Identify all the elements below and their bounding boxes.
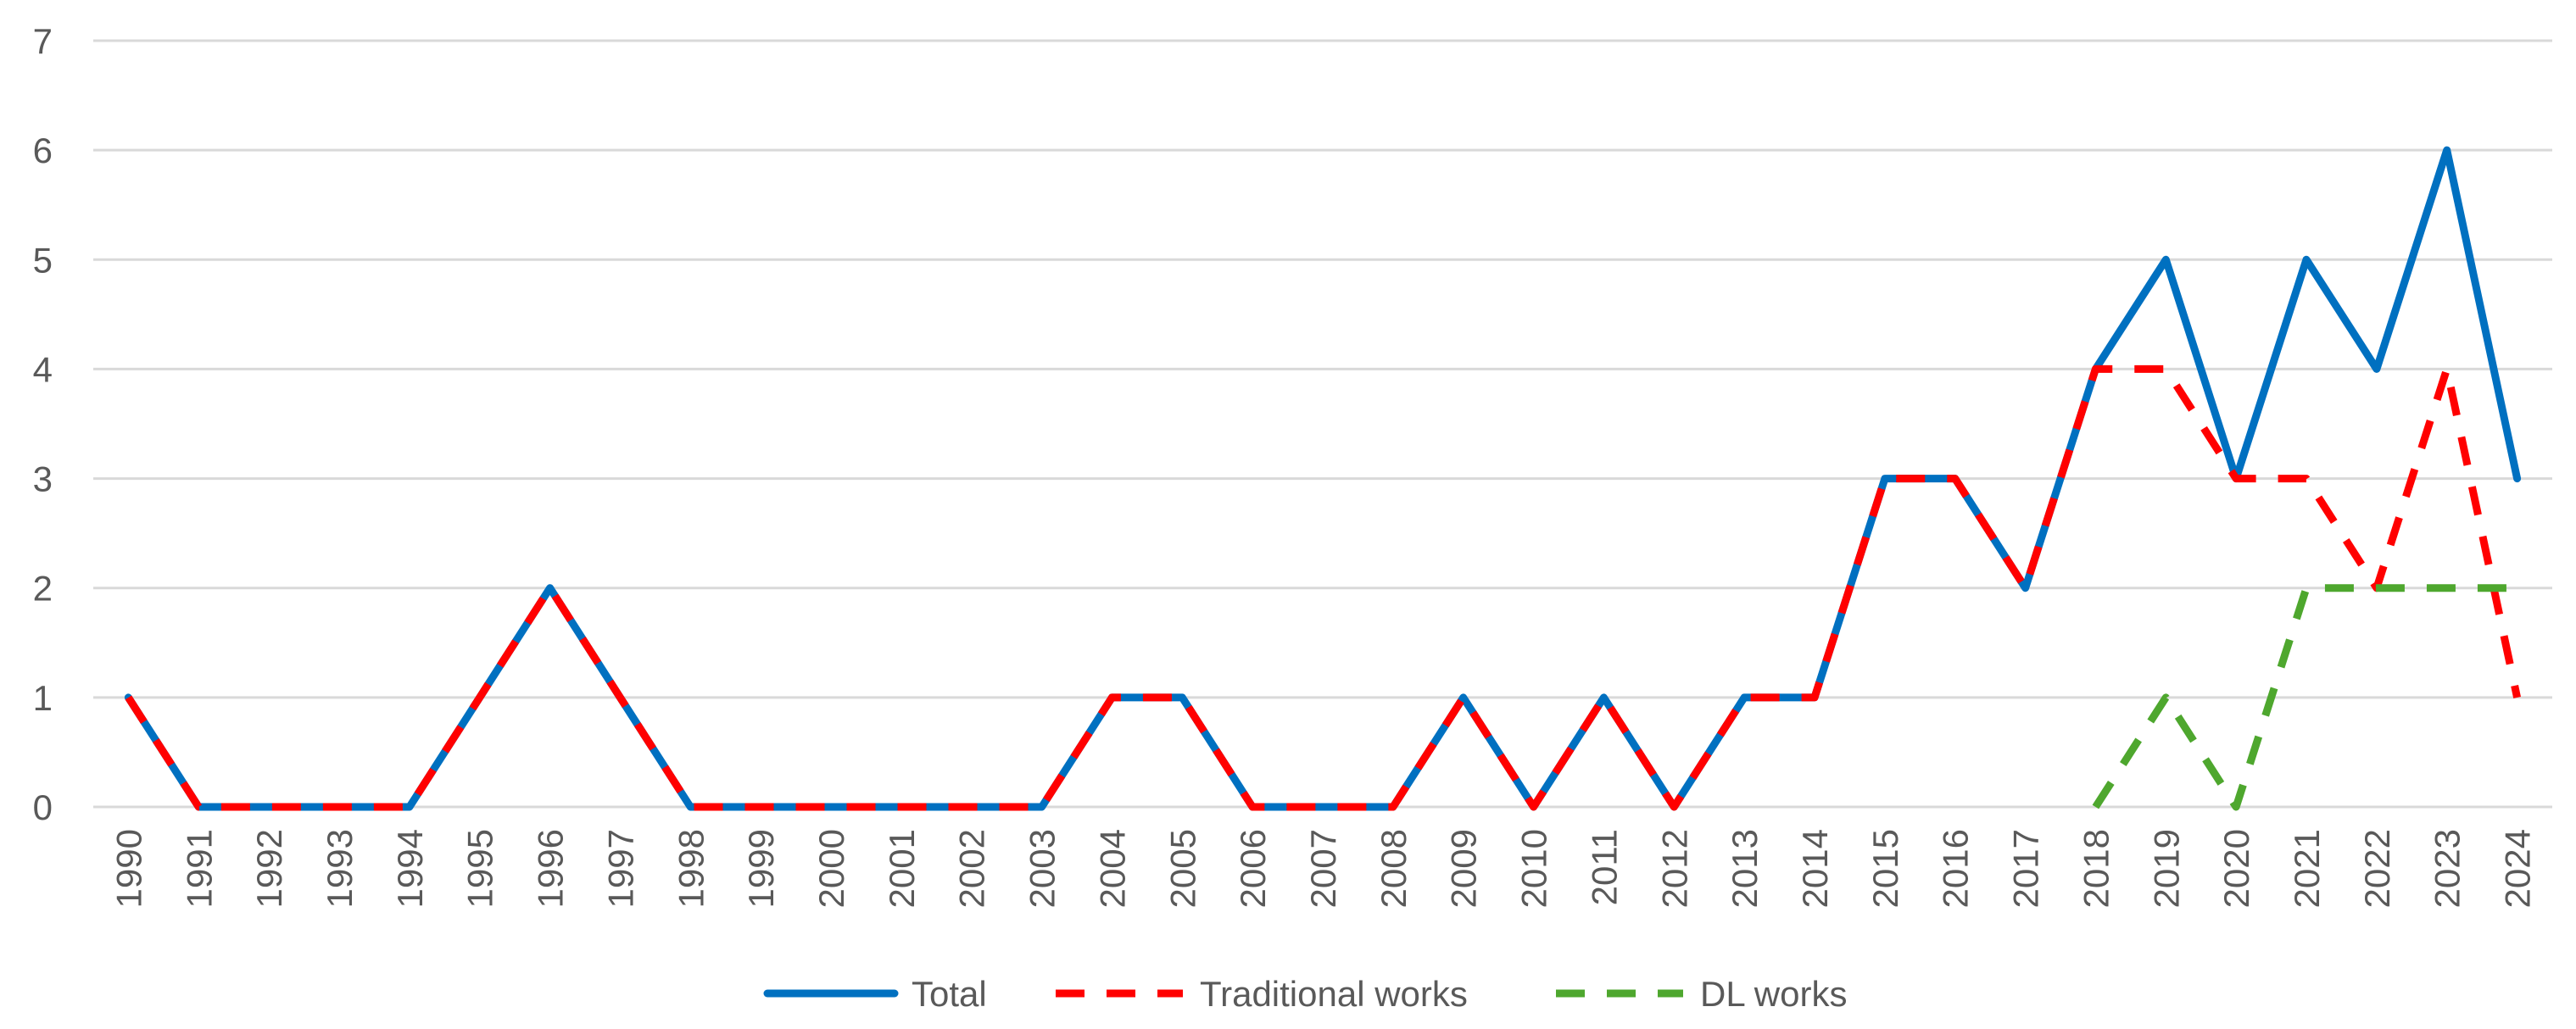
x-tick-label: 2017 <box>2006 829 2046 908</box>
series-line-2 <box>2092 584 2517 811</box>
x-axis-tick-labels: 1990 1991 1992 1993 1994 1995 1996 1997 1998 1999… <box>109 829 2537 908</box>
y-tick-label: 6 <box>33 131 53 170</box>
series-line-0 <box>124 146 2522 811</box>
legend: Total Traditional works DL works <box>763 974 1847 1014</box>
x-tick-label: 2024 <box>2498 829 2538 908</box>
legend-label-0: Total <box>912 974 987 1014</box>
x-tick-label: 2012 <box>1654 829 1694 908</box>
y-tick-label: 7 <box>33 21 53 61</box>
x-tick-label: 1993 <box>320 829 360 908</box>
y-tick-label: 4 <box>33 349 53 389</box>
x-tick-label: 2013 <box>1725 829 1765 908</box>
x-tick-label: 2008 <box>1374 829 1413 908</box>
x-tick-label: 2015 <box>1865 829 1905 908</box>
x-tick-label: 2006 <box>1233 829 1273 908</box>
gridlines <box>93 39 2552 809</box>
x-tick-label: 1999 <box>741 829 781 908</box>
y-axis-tick-labels: 0 1 2 3 4 5 6 7 <box>33 21 53 827</box>
x-tick-label: 1997 <box>600 829 640 908</box>
x-tick-label: 1990 <box>109 829 148 908</box>
x-tick-label: 1995 <box>460 829 500 908</box>
y-tick-label: 1 <box>33 678 53 718</box>
x-tick-label: 1992 <box>249 829 289 908</box>
x-tick-label: 2023 <box>2428 829 2467 908</box>
x-tick-label: 2019 <box>2146 829 2186 908</box>
x-tick-label: 1996 <box>531 829 571 908</box>
x-tick-label: 2010 <box>1514 829 1554 908</box>
x-tick-label: 2007 <box>1303 829 1343 908</box>
x-tick-label: 2005 <box>1163 829 1202 908</box>
x-tick-label: 2014 <box>1795 829 1835 908</box>
x-tick-label: 2018 <box>2076 829 2116 908</box>
y-tick-label: 2 <box>33 569 53 609</box>
x-tick-label: 2001 <box>882 829 922 908</box>
x-tick-label: 1991 <box>179 829 219 908</box>
x-tick-label: 1994 <box>390 829 430 908</box>
series-lines <box>124 146 2522 811</box>
y-tick-label: 3 <box>33 459 53 499</box>
x-tick-label: 1998 <box>671 829 711 908</box>
legend-label-2: DL works <box>1700 974 1847 1014</box>
x-tick-label: 2020 <box>2216 829 2256 908</box>
y-tick-label: 0 <box>33 787 53 827</box>
x-tick-label: 2011 <box>1584 829 1624 905</box>
x-tick-label: 2004 <box>1092 829 1132 908</box>
x-tick-label: 2021 <box>2287 829 2327 908</box>
x-tick-label: 2009 <box>1444 829 1484 908</box>
y-tick-label: 5 <box>33 240 53 280</box>
x-tick-label: 2002 <box>952 829 992 908</box>
x-tick-label: 2003 <box>1023 829 1062 908</box>
legend-label-1: Traditional works <box>1200 974 1468 1014</box>
x-tick-label: 2016 <box>1936 829 1976 908</box>
x-tick-label: 2000 <box>811 829 851 908</box>
x-tick-label: 2022 <box>2357 829 2397 908</box>
